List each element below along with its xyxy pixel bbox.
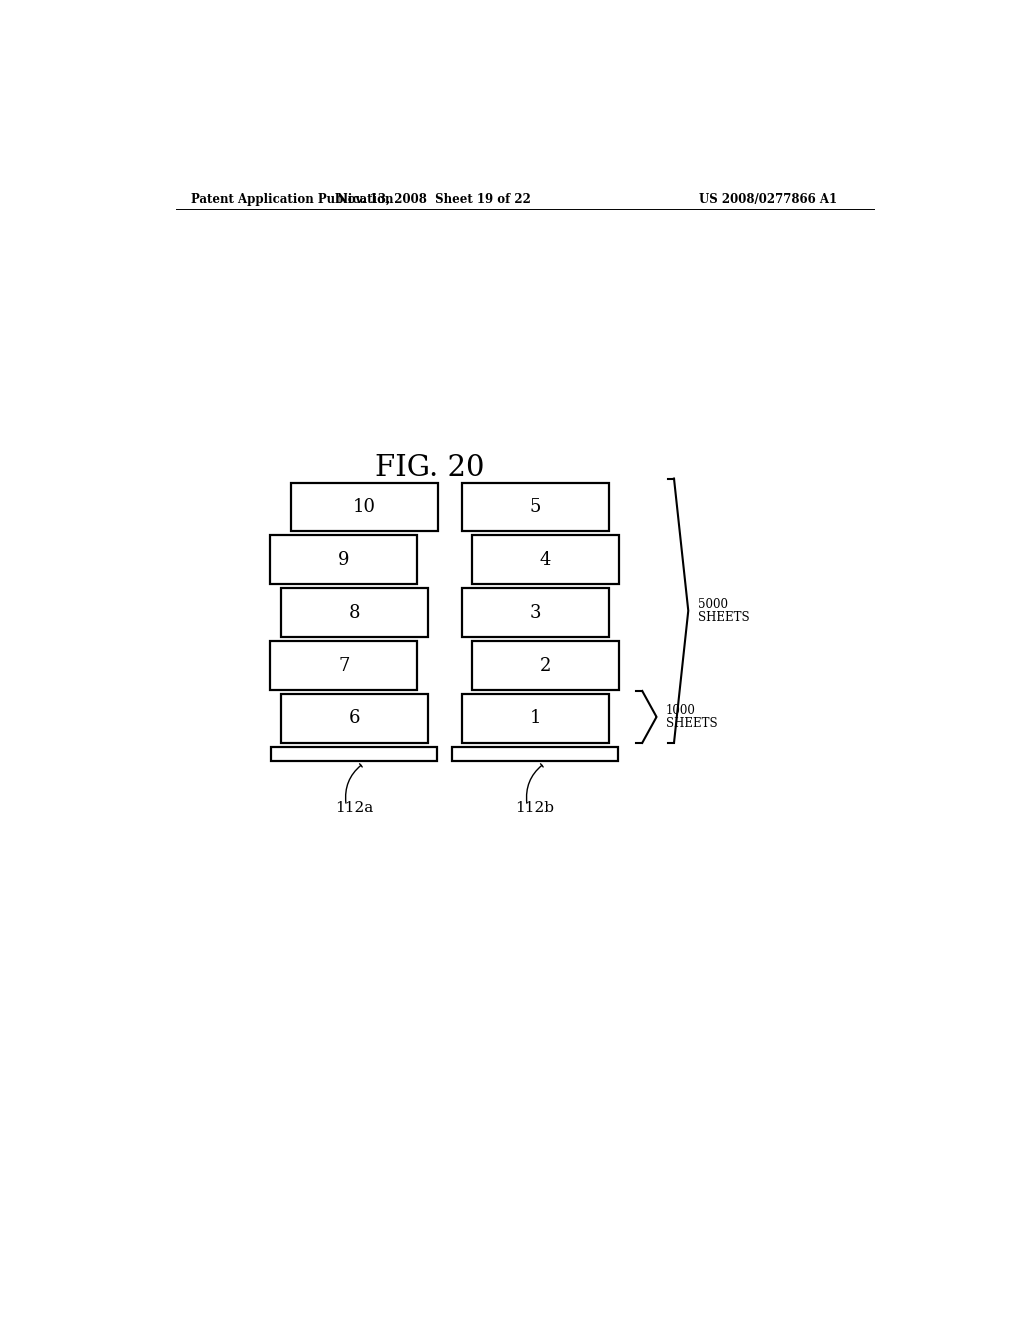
Bar [281,694,428,743]
Text: FIG. 20: FIG. 20 [375,454,484,482]
Bar [281,589,428,638]
Text: 112b: 112b [516,801,555,814]
Text: US 2008/0277866 A1: US 2008/0277866 A1 [699,193,838,206]
Text: 6: 6 [348,709,359,727]
Bar [462,694,608,743]
Text: 1000: 1000 [666,704,696,717]
Text: SHEETS: SHEETS [697,611,750,623]
Bar [462,483,608,532]
Bar [462,589,608,638]
Text: 3: 3 [529,603,541,622]
Text: 4: 4 [540,550,551,569]
Bar [291,483,438,532]
Text: 5: 5 [529,498,541,516]
Bar [270,536,417,585]
Text: 5000: 5000 [697,598,728,611]
Text: Patent Application Publication: Patent Application Publication [191,193,394,206]
Bar [270,642,417,690]
Text: 2: 2 [540,656,551,675]
Bar [453,747,618,762]
Bar [472,536,618,585]
Text: 7: 7 [338,656,349,675]
Text: 10: 10 [353,498,376,516]
Text: 9: 9 [338,550,349,569]
Text: 1: 1 [529,709,541,727]
Bar [271,747,437,762]
Text: SHEETS: SHEETS [666,717,718,730]
Bar [472,642,618,690]
Text: 8: 8 [348,603,359,622]
Text: 112a: 112a [335,801,374,814]
Text: Nov. 13, 2008  Sheet 19 of 22: Nov. 13, 2008 Sheet 19 of 22 [337,193,530,206]
